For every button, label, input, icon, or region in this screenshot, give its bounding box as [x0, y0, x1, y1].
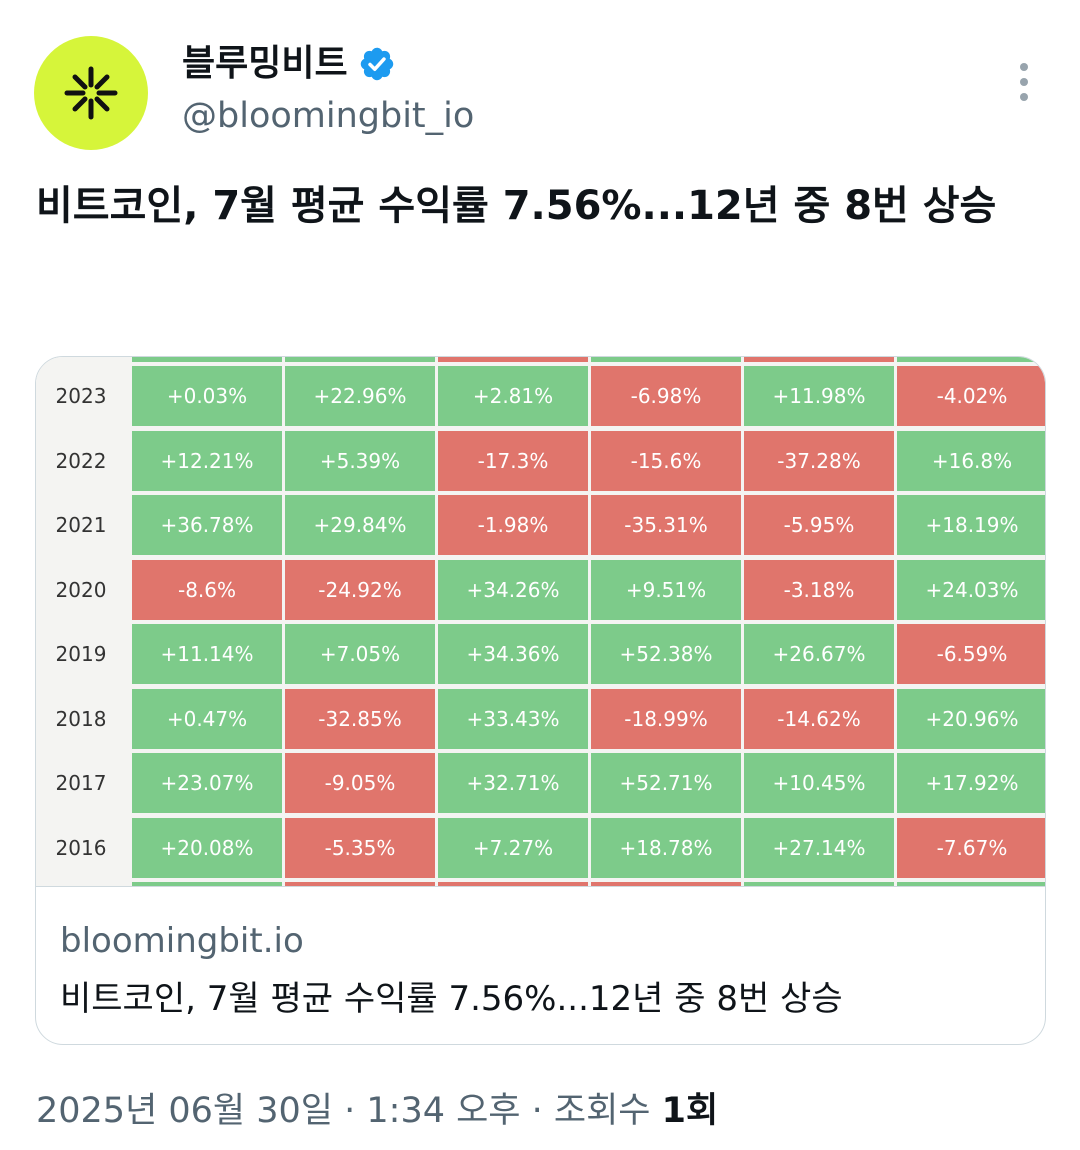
display-name[interactable]: 블루밍비트 — [182, 40, 396, 88]
return-cell: +52.71% — [591, 753, 741, 813]
return-cell: -8.6% — [132, 559, 282, 620]
return-cell: -3.18% — [744, 559, 894, 620]
year-label: 2017 — [55, 771, 107, 795]
year-label: 2021 — [55, 513, 107, 537]
return-cell: +23.07% — [132, 753, 282, 813]
return-cell: +18.78% — [591, 817, 741, 878]
year-label: 2018 — [55, 706, 107, 731]
card-title: 비트코인, 7월 평균 수익률 7.56%...12년 중 8번 상승 — [60, 979, 843, 1019]
return-cell: +26.67% — [744, 624, 894, 684]
meta-separator: · — [333, 1091, 367, 1131]
return-cell: +22.96% — [285, 366, 435, 426]
return-cell: -32.85% — [285, 688, 435, 749]
partial-return-cell — [285, 882, 435, 886]
meta-separator: · — [520, 1091, 554, 1131]
card-footer[interactable]: bloomingbit.io 비트코인, 7월 평균 수익률 7.56%...1… — [36, 886, 1045, 1044]
return-cell: +5.39% — [285, 430, 435, 491]
partial-return-cell — [591, 357, 741, 362]
link-card[interactable]: 2023 +0.03% +22.96% +2.81% -6.98% +11.98% -4.0… — [35, 356, 1046, 1045]
return-cell: +9.51% — [591, 559, 741, 620]
more-options-icon[interactable] — [1006, 60, 1042, 104]
return-cell: -5.95% — [744, 495, 894, 555]
partial-return-cell — [897, 357, 1045, 362]
partial-return-cell — [744, 882, 894, 886]
return-cell: -7.67% — [897, 817, 1045, 878]
return-cell: -4.02% — [897, 366, 1045, 426]
tweet-metadata: 2025년 06월 30일 · 1:34 오후 · 조회수 1회 — [36, 1086, 718, 1136]
bloomingbit-logo-icon — [64, 66, 118, 120]
year-label: 2023 — [55, 384, 107, 408]
return-cell: +34.36% — [438, 624, 588, 684]
return-cell: +11.14% — [132, 624, 282, 684]
card-image[interactable]: 2023 +0.03% +22.96% +2.81% -6.98% +11.98% -4.0… — [36, 357, 1045, 886]
return-cell: +29.84% — [285, 495, 435, 555]
display-name-text[interactable]: 블루밍비트 — [182, 43, 348, 84]
return-cell: +12.21% — [132, 430, 282, 491]
tweet-date[interactable]: 2025년 06월 30일 — [36, 1091, 333, 1131]
return-cell: +34.26% — [438, 559, 588, 620]
return-cell: -15.6% — [591, 430, 741, 491]
partial-return-cell — [744, 357, 894, 362]
return-cell: -1.98% — [438, 495, 588, 555]
year-label: 2022 — [55, 448, 107, 473]
partial-return-cell — [132, 882, 282, 886]
return-cell: +18.19% — [897, 495, 1045, 555]
return-cell: +32.71% — [438, 753, 588, 813]
views-label: 조회수 — [553, 1091, 651, 1131]
tweet-text: 비트코인, 7월 평균 수익률 7.56%...12년 중 8번 상승 — [36, 183, 997, 229]
views-count: 1회 — [661, 1091, 719, 1131]
partial-return-cell — [132, 357, 282, 362]
more-dot — [1020, 93, 1028, 101]
partial-return-cell — [591, 882, 741, 886]
partial-return-cell — [438, 357, 588, 362]
return-cell: +11.98% — [744, 366, 894, 426]
year-column — [36, 357, 132, 886]
return-cell: +27.14% — [744, 817, 894, 878]
return-cell: +17.92% — [897, 753, 1045, 813]
return-cell: -5.35% — [285, 817, 435, 878]
return-cell: -35.31% — [591, 495, 741, 555]
return-cell: +52.38% — [591, 624, 741, 684]
return-cell: +10.45% — [744, 753, 894, 813]
return-cell: -37.28% — [744, 430, 894, 491]
return-cell: +16.8% — [897, 430, 1045, 491]
return-cell: +24.03% — [897, 559, 1045, 620]
avatar[interactable] — [34, 36, 148, 150]
return-cell: +7.27% — [438, 817, 588, 878]
tweet-time[interactable]: 1:34 오후 — [366, 1091, 521, 1131]
return-cell: +20.08% — [132, 817, 282, 878]
return-cell: +33.43% — [438, 688, 588, 749]
return-cell: -24.92% — [285, 559, 435, 620]
return-cell: -6.59% — [897, 624, 1045, 684]
year-label: 2019 — [55, 642, 107, 666]
return-cell: -17.3% — [438, 430, 588, 491]
return-cell: -9.05% — [285, 753, 435, 813]
more-dot — [1020, 63, 1028, 71]
return-cell: +7.05% — [285, 624, 435, 684]
return-cell: +36.78% — [132, 495, 282, 555]
partial-return-cell — [285, 357, 435, 362]
return-cell: +2.81% — [438, 366, 588, 426]
year-label: 2020 — [55, 577, 107, 602]
return-cell: -14.62% — [744, 688, 894, 749]
return-cell: +0.03% — [132, 366, 282, 426]
user-handle[interactable]: @bloomingbit_io — [182, 96, 475, 136]
partial-return-cell — [897, 882, 1045, 886]
card-domain: bloomingbit.io — [60, 921, 304, 961]
year-label: 2016 — [55, 835, 107, 860]
verified-badge-icon — [360, 47, 393, 81]
partial-return-cell — [438, 882, 588, 886]
return-cell: -18.99% — [591, 688, 741, 749]
return-cell: +0.47% — [132, 688, 282, 749]
more-dot — [1020, 78, 1028, 86]
return-cell: +20.96% — [897, 688, 1045, 749]
return-cell: -6.98% — [591, 366, 741, 426]
